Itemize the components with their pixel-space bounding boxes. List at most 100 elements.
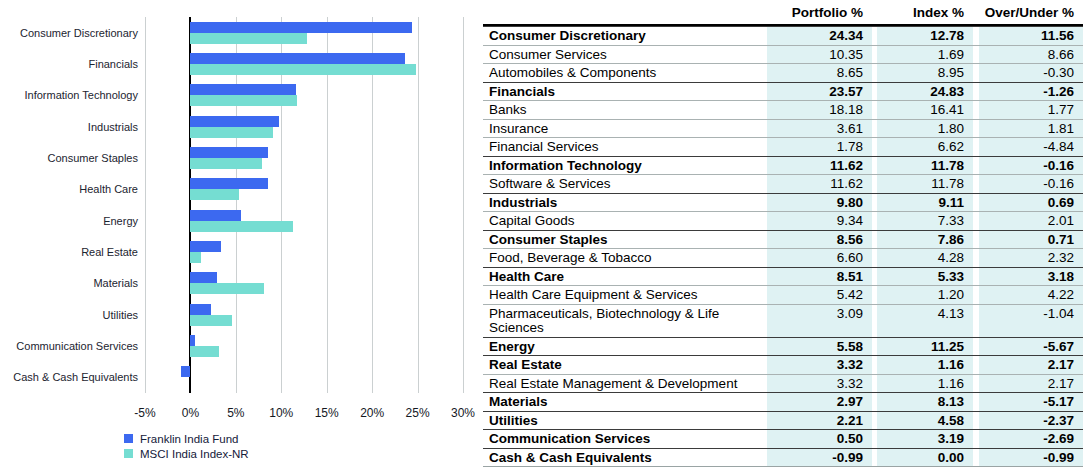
legend-label: Franklin India Fund	[140, 433, 238, 445]
over-under-value: -0.30	[979, 64, 1083, 82]
table-row: Pharmaceuticals, Biotechnology & Life Sc…	[483, 304, 1083, 337]
chart-category-label: Information Technology	[0, 80, 138, 111]
portfolio-value: 8.51	[767, 268, 872, 286]
index-value: 0.00	[877, 449, 973, 467]
portfolio-value: 3.32	[767, 375, 872, 393]
table-row: Real Estate Management & Development3.32…	[483, 374, 1083, 393]
portfolio-value: 11.62	[767, 175, 872, 193]
legend-item: Franklin India Fund	[124, 431, 249, 446]
row-label: Capital Goods	[483, 212, 767, 230]
over-under-value: 2.17	[979, 375, 1083, 393]
table-body: Consumer Discretionary24.3412.7811.56Con…	[483, 26, 1083, 467]
x-tick-label: 25%	[406, 406, 430, 420]
over-under-value: 3.18	[979, 268, 1083, 286]
table-row: Food, Beverage & Tobacco6.604.282.32	[483, 248, 1083, 267]
portfolio-value: 5.58	[767, 338, 872, 356]
table-row: Real Estate3.321.162.17	[483, 355, 1083, 374]
over-under-value: 1.77	[979, 101, 1083, 119]
chart-bar-index	[190, 95, 297, 106]
row-label: Pharmaceuticals, Biotechnology & Life Sc…	[483, 305, 767, 337]
row-label: Consumer Services	[483, 46, 767, 64]
table-row: Industrials9.809.110.69	[483, 193, 1083, 212]
table-row: Financial Services1.786.62-4.84	[483, 137, 1083, 156]
x-tick-label: 5%	[227, 406, 244, 420]
chart-bar-fund	[190, 84, 296, 95]
chart-bar-index	[190, 221, 292, 232]
index-value: 1.69	[877, 46, 973, 64]
row-label: Automobiles & Components	[483, 64, 767, 82]
row-label: Industrials	[483, 194, 767, 212]
over-under-value: 2.17	[979, 356, 1083, 374]
chart-category-label: Industrials	[0, 111, 138, 142]
over-under-value: 8.66	[979, 46, 1083, 64]
chart-bar-index	[190, 189, 238, 200]
portfolio-value: 3.32	[767, 356, 872, 374]
table-row: Utilities2.214.58-2.37	[483, 411, 1083, 430]
column-header-portfolio: Portfolio %	[767, 6, 872, 25]
index-value: 7.33	[877, 212, 973, 230]
x-tick-label: 30%	[451, 406, 475, 420]
table-row: Capital Goods9.347.332.01	[483, 211, 1083, 230]
sector-allocation-screen: Franklin India Fund MSCI India Index-NR -…	[0, 0, 1083, 470]
row-label: Real Estate Management & Development	[483, 375, 767, 393]
row-label: Consumer Discretionary	[483, 27, 767, 45]
table-header-row: Portfolio % Index % Over/Under %	[483, 0, 1083, 26]
table-row: Consumer Services10.35 1.69 8.66	[483, 45, 1083, 64]
over-under-value: -5.67	[979, 338, 1083, 356]
chart-bar-fund	[190, 304, 210, 315]
over-under-value: -5.17	[979, 393, 1083, 411]
x-tick-label: 10%	[269, 406, 293, 420]
chart-bar-fund	[190, 147, 268, 158]
table-row: Financials23.5724.83-1.26	[483, 82, 1083, 101]
portfolio-value: 3.61	[767, 120, 872, 138]
row-label: Financials	[483, 83, 767, 101]
portfolio-value: 2.97	[767, 393, 872, 411]
chart-bar-fund	[190, 210, 241, 221]
index-value: 8.13	[877, 393, 973, 411]
index-value: 4.28	[877, 249, 973, 267]
portfolio-value: 10.35	[767, 46, 872, 64]
table-row: Cash & Cash Equivalents-0.990.00-0.99	[483, 448, 1083, 468]
column-header-blank	[483, 20, 767, 24]
chart-bar-index	[190, 158, 261, 169]
index-value: 4.58	[877, 412, 973, 430]
chart-category-label: Health Care	[0, 174, 138, 205]
index-value: 1.16	[877, 356, 973, 374]
index-value: 7.86	[877, 231, 973, 249]
chart-bar-index	[190, 283, 264, 294]
chart-category-label: Consumer Staples	[0, 142, 138, 173]
column-header-index: Index %	[877, 6, 973, 25]
over-under-value: -0.16	[979, 175, 1083, 193]
chart-category-label: Real Estate	[0, 236, 138, 267]
portfolio-value: 3.09	[767, 305, 872, 337]
row-label: Financial Services	[483, 138, 767, 156]
chart-bar-fund	[190, 335, 195, 346]
over-under-value: -1.26	[979, 83, 1083, 101]
x-gridline	[463, 17, 464, 393]
table-row: Energy5.5811.25-5.67	[483, 337, 1083, 356]
portfolio-value: 2.21	[767, 412, 872, 430]
table-row: Health Care Equipment & Services5.421.20…	[483, 285, 1083, 304]
row-label: Communication Services	[483, 430, 767, 448]
portfolio-value: 8.56	[767, 231, 872, 249]
index-value: 16.41	[877, 101, 973, 119]
column-header-over-under: Over/Under %	[979, 6, 1083, 25]
chart-bar-index	[190, 315, 232, 326]
legend-swatch-icon	[124, 449, 133, 458]
index-value: 5.33	[877, 268, 973, 286]
table-row: Software & Services11.6211.78-0.16	[483, 174, 1083, 193]
row-label: Consumer Staples	[483, 231, 767, 249]
portfolio-value: 9.34	[767, 212, 872, 230]
chart-category-label: Cash & Cash Equivalents	[0, 362, 138, 393]
table-row: Communication Services0.503.19-2.69	[483, 429, 1083, 448]
legend-label: MSCI India Index-NR	[140, 448, 249, 460]
index-value: 8.95	[877, 64, 973, 82]
over-under-value: -2.69	[979, 430, 1083, 448]
chart-bar-fund	[181, 366, 190, 377]
chart-legend: Franklin India Fund MSCI India Index-NR	[124, 431, 249, 461]
chart-plot-area	[145, 17, 463, 393]
portfolio-value: 11.62	[767, 157, 872, 175]
chart-bar-index	[190, 346, 219, 357]
over-under-value: 0.69	[979, 194, 1083, 212]
portfolio-value: 1.78	[767, 138, 872, 156]
